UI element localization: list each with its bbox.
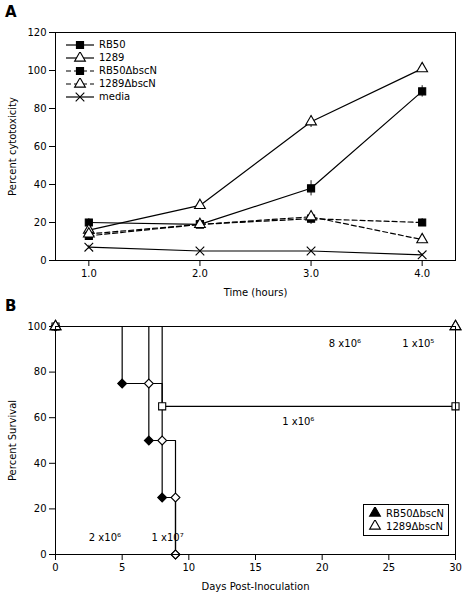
svg-text:60: 60 bbox=[34, 412, 47, 423]
svg-text:Time (hours): Time (hours) bbox=[223, 287, 288, 298]
svg-text:60: 60 bbox=[34, 141, 47, 152]
html-text:1289: 1289 bbox=[99, 52, 125, 63]
svg-text:5: 5 bbox=[119, 562, 125, 573]
svg-text:40: 40 bbox=[34, 179, 47, 190]
svg-text:3.0: 3.0 bbox=[303, 268, 319, 279]
svg-text:100: 100 bbox=[27, 321, 46, 332]
html-text:A: A bbox=[5, 3, 17, 21]
svg-text:120: 120 bbox=[27, 27, 46, 38]
svg-text:10: 10 bbox=[182, 562, 195, 573]
html-text:RB50: RB50 bbox=[99, 39, 126, 50]
svg-text:1 x10⁵: 1 x10⁵ bbox=[402, 338, 434, 349]
html-text:media: media bbox=[99, 91, 131, 102]
svg-text:25: 25 bbox=[382, 562, 395, 573]
html-text:B: B bbox=[5, 297, 17, 315]
svg-text:0: 0 bbox=[40, 255, 46, 266]
svg-text:Percent Survival: Percent Survival bbox=[7, 400, 18, 481]
svg-text:8 x10⁶: 8 x10⁶ bbox=[329, 338, 361, 349]
svg-text:Percent cytotoxicity: Percent cytotoxicity bbox=[7, 97, 18, 196]
svg-text:1 x10⁶: 1 x10⁶ bbox=[282, 416, 314, 427]
svg-text:40: 40 bbox=[34, 458, 47, 469]
svg-text:1.0: 1.0 bbox=[81, 268, 97, 279]
svg-text:Days Post-Inoculation: Days Post-Inoculation bbox=[202, 581, 310, 592]
svg-text:15: 15 bbox=[249, 562, 262, 573]
svg-text:0: 0 bbox=[52, 562, 58, 573]
html-text:1289ΔbscN: 1289ΔbscN bbox=[386, 520, 443, 532]
html-text:RB50ΔbscN: RB50ΔbscN bbox=[386, 507, 444, 519]
svg-text:0: 0 bbox=[40, 549, 46, 560]
svg-text:1 x10⁷: 1 x10⁷ bbox=[152, 532, 184, 543]
svg-text:2 x10⁶: 2 x10⁶ bbox=[89, 532, 121, 543]
html-text:RB50ΔbscN: RB50ΔbscN bbox=[99, 65, 157, 76]
svg-text:20: 20 bbox=[34, 217, 47, 228]
svg-text:80: 80 bbox=[34, 366, 47, 377]
svg-text:4.0: 4.0 bbox=[414, 268, 430, 279]
svg-text:20: 20 bbox=[34, 503, 47, 514]
html-text:1289ΔbscN: 1289ΔbscN bbox=[99, 78, 156, 89]
svg-text:2.0: 2.0 bbox=[192, 268, 208, 279]
svg-text:100: 100 bbox=[27, 65, 46, 76]
svg-text:20: 20 bbox=[316, 562, 329, 573]
svg-text:80: 80 bbox=[34, 103, 47, 114]
svg-text:30: 30 bbox=[449, 562, 462, 573]
